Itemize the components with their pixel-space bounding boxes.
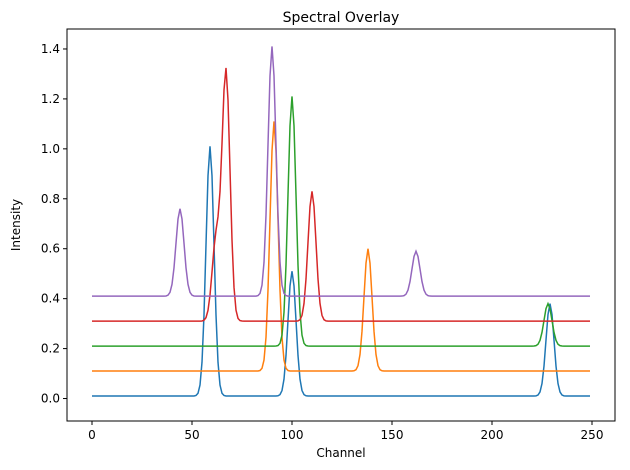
y-tick-label: 1.0 [41, 142, 60, 156]
x-axis-label: Channel [316, 446, 365, 460]
x-tick-label: 0 [88, 428, 96, 442]
x-tick-label: 150 [381, 428, 404, 442]
series-line-1 [92, 146, 590, 397]
plot-frame [66, 28, 616, 422]
y-axis-ticks: 0.0 0.2 0.4 0.6 0.8 1.0 1.2 1.4 [41, 42, 67, 406]
y-tick-label: 0.6 [41, 242, 60, 256]
series-line-5 [92, 46, 590, 297]
y-tick-label: 1.4 [41, 42, 60, 56]
y-tick-label: 0.8 [41, 192, 60, 206]
x-tick-label: 200 [481, 428, 504, 442]
y-tick-label: 0.4 [41, 292, 60, 306]
x-axis-ticks: 0 50 100 150 200 250 [88, 421, 603, 442]
series-line-3 [92, 96, 590, 347]
chart-title: Spectral Overlay [283, 10, 400, 26]
x-tick-label: 250 [581, 428, 604, 442]
series-layer [92, 46, 590, 397]
series-line-4 [92, 67, 590, 322]
y-tick-label: 1.2 [41, 92, 60, 106]
series-line-2 [92, 121, 590, 372]
y-axis-label: Intensity [9, 199, 23, 251]
x-tick-label: 50 [184, 428, 199, 442]
y-tick-label: 0.0 [41, 392, 60, 406]
y-tick-label: 0.2 [41, 342, 60, 356]
x-tick-label: 100 [281, 428, 304, 442]
